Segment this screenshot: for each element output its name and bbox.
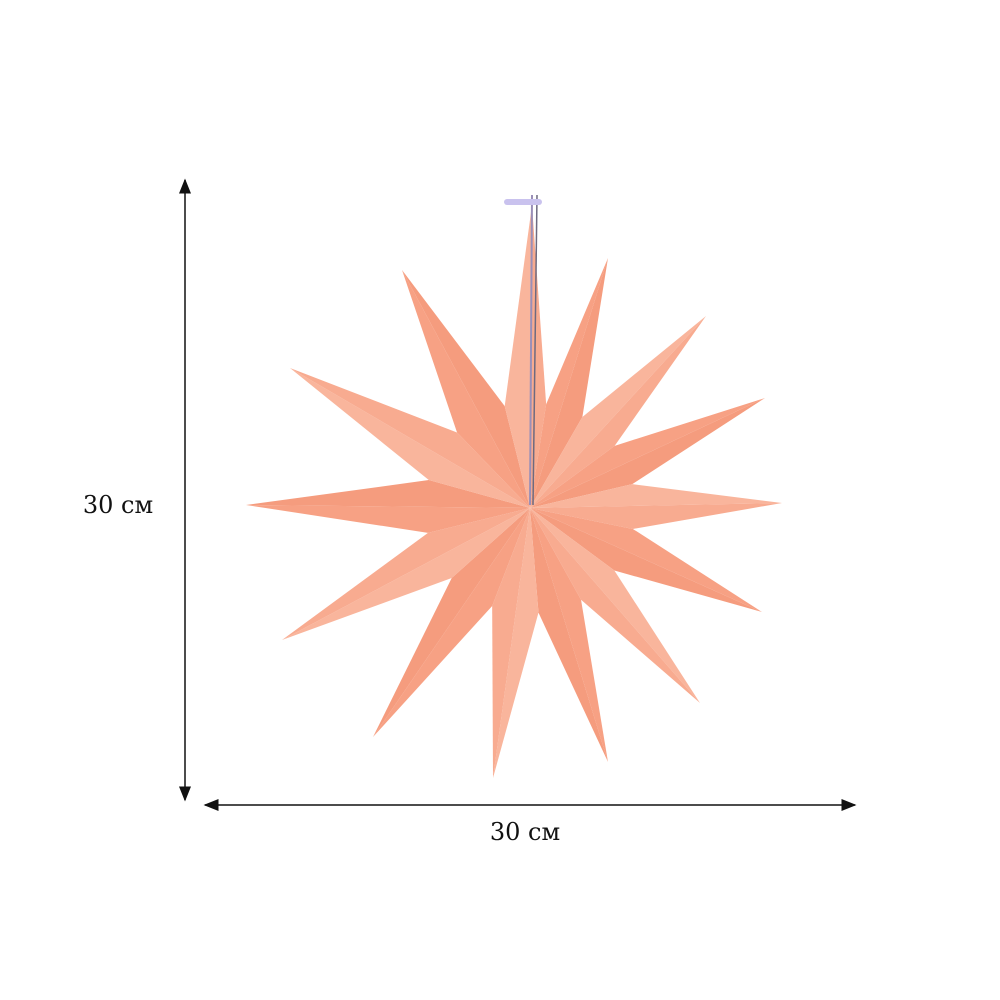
star-facet — [530, 503, 782, 529]
star-facet — [373, 508, 530, 737]
star-facet — [246, 505, 530, 533]
star-facet — [492, 508, 530, 778]
paper-star — [246, 205, 782, 778]
star-facet — [282, 508, 530, 640]
hanging-string — [504, 194, 542, 506]
star-facet — [493, 508, 539, 778]
star-facet — [530, 508, 608, 762]
star-facet — [530, 508, 762, 612]
star-facet — [530, 398, 765, 508]
star-facet — [530, 258, 608, 508]
star-facet — [402, 270, 530, 508]
star-facet — [530, 484, 782, 508]
star-facet — [246, 480, 530, 508]
star-facet — [504, 205, 532, 508]
star-facet — [290, 368, 530, 508]
star-facet — [530, 316, 706, 508]
width-label: 30 см — [489, 818, 561, 846]
height-label: 30 см — [82, 491, 154, 519]
star-facet — [530, 508, 700, 703]
